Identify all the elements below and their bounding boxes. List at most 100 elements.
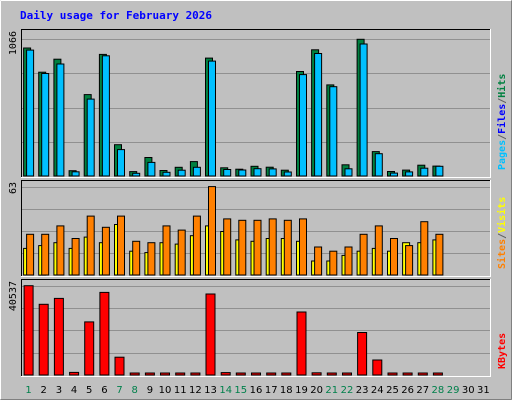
bar-sites-day-5 bbox=[86, 215, 95, 276]
day-label: 1 bbox=[25, 385, 31, 396]
bar-kbytes-day-24 bbox=[372, 359, 383, 376]
bar-sites-day-21 bbox=[329, 250, 338, 276]
day-label: 6 bbox=[101, 385, 107, 396]
day-label: 19 bbox=[295, 385, 308, 396]
chart-title: Daily usage for February 2026 bbox=[20, 9, 212, 22]
bar-sites-day-7 bbox=[117, 215, 125, 276]
day-label: 11 bbox=[174, 385, 187, 396]
bar-kbytes-day-1 bbox=[23, 285, 34, 376]
bar-files-day-22 bbox=[344, 168, 353, 177]
day-label: 24 bbox=[371, 385, 384, 396]
bar-kbytes-day-20 bbox=[311, 372, 322, 376]
bar-kbytes-day-15 bbox=[235, 372, 246, 376]
bar-kbytes-day-12 bbox=[190, 372, 201, 376]
bar-files-day-20 bbox=[314, 53, 323, 177]
day-label: 21 bbox=[325, 385, 338, 396]
bar-sites-day-13 bbox=[208, 186, 216, 276]
bar-files-day-16 bbox=[253, 168, 262, 177]
bar-files-day-25 bbox=[390, 172, 398, 177]
day-label: 17 bbox=[265, 385, 278, 396]
bar-sites-day-23 bbox=[359, 233, 368, 276]
day-label: 15 bbox=[234, 385, 247, 396]
panel-hits-files-pages: 1066 Pages/Files/Hits bbox=[8, 29, 508, 178]
bar-sites-day-18 bbox=[283, 219, 292, 276]
bar-kbytes-day-26 bbox=[402, 372, 413, 376]
bar-files-day-7 bbox=[117, 149, 125, 177]
bar-sites-day-9 bbox=[147, 242, 156, 276]
day-label: 14 bbox=[219, 385, 232, 396]
panel-max-label: 63 bbox=[8, 182, 19, 194]
bar-files-day-12 bbox=[192, 166, 201, 177]
bar-files-day-14 bbox=[223, 169, 232, 177]
day-label: 2 bbox=[41, 385, 47, 396]
legend-entry: Pages bbox=[497, 140, 508, 170]
day-label: 28 bbox=[432, 385, 445, 396]
bar-kbytes-day-17 bbox=[266, 372, 277, 376]
panel-legend: Pages/Files/Hits bbox=[496, 74, 508, 170]
day-label: 8 bbox=[132, 385, 138, 396]
bar-sites-day-19 bbox=[299, 218, 307, 276]
bar-kbytes-day-5 bbox=[84, 321, 95, 376]
bar-sites-day-14 bbox=[223, 218, 232, 276]
bar-files-day-21 bbox=[329, 86, 338, 177]
panel-kbytes: 40537 KBytes bbox=[8, 279, 508, 377]
bar-files-day-8 bbox=[132, 172, 141, 177]
bar-kbytes-day-11 bbox=[175, 372, 186, 376]
panel-max-label: 40537 bbox=[8, 281, 19, 311]
bar-files-day-18 bbox=[283, 171, 292, 177]
bar-files-day-19 bbox=[299, 74, 307, 177]
legend-entry: Visits bbox=[496, 197, 508, 233]
bar-files-day-23 bbox=[359, 43, 368, 177]
panel-legend: Sites/Visits bbox=[496, 197, 508, 269]
bar-files-day-4 bbox=[71, 171, 80, 177]
day-label: 25 bbox=[386, 385, 399, 396]
bar-files-day-6 bbox=[101, 55, 110, 177]
bar-sites-day-16 bbox=[253, 219, 262, 276]
bar-sites-day-8 bbox=[132, 240, 141, 276]
bar-sites-day-17 bbox=[268, 218, 277, 276]
bar-sites-day-26 bbox=[405, 245, 414, 276]
panel-plot-area bbox=[21, 279, 491, 377]
day-label: 9 bbox=[147, 385, 153, 396]
bar-kbytes-day-27 bbox=[417, 372, 428, 376]
bar-kbytes-day-10 bbox=[160, 372, 170, 376]
bar-sites-day-27 bbox=[420, 221, 429, 276]
panel-legend: KBytes bbox=[497, 333, 508, 369]
day-label: 10 bbox=[159, 385, 172, 396]
bar-files-day-9 bbox=[147, 161, 156, 177]
day-label: 12 bbox=[189, 385, 202, 396]
panel-max-label: 1066 bbox=[8, 31, 19, 55]
bar-kbytes-day-25 bbox=[387, 372, 398, 376]
bar-kbytes-day-14 bbox=[220, 372, 231, 376]
legend-entry: KBytes bbox=[497, 333, 508, 369]
day-label: 22 bbox=[341, 385, 354, 396]
bar-sites-day-20 bbox=[314, 246, 323, 276]
day-label: 23 bbox=[356, 385, 369, 396]
day-label: 20 bbox=[310, 385, 323, 396]
bar-kbytes-day-8 bbox=[129, 372, 140, 376]
bar-sites-day-2 bbox=[41, 233, 50, 276]
bar-kbytes-day-18 bbox=[281, 372, 292, 376]
day-label: 31 bbox=[477, 385, 490, 396]
day-label: 5 bbox=[86, 385, 92, 396]
bar-kbytes-day-7 bbox=[114, 356, 125, 376]
day-label: 3 bbox=[56, 385, 62, 396]
bar-kbytes-day-6 bbox=[99, 291, 110, 376]
day-label: 13 bbox=[204, 385, 217, 396]
day-label: 16 bbox=[250, 385, 263, 396]
bar-kbytes-day-3 bbox=[53, 297, 64, 376]
day-label: 7 bbox=[116, 385, 122, 396]
bar-kbytes-day-23 bbox=[357, 332, 368, 376]
bar-kbytes-day-2 bbox=[38, 303, 49, 376]
day-label: 18 bbox=[280, 385, 293, 396]
bar-kbytes-day-19 bbox=[296, 311, 307, 376]
bar-sites-day-22 bbox=[344, 246, 353, 276]
bar-kbytes-day-13 bbox=[205, 293, 216, 376]
bar-sites-day-4 bbox=[71, 238, 80, 276]
bar-files-day-26 bbox=[405, 171, 414, 177]
bar-sites-day-15 bbox=[238, 219, 247, 276]
bar-files-day-11 bbox=[177, 169, 186, 177]
bar-kbytes-day-22 bbox=[342, 372, 352, 376]
